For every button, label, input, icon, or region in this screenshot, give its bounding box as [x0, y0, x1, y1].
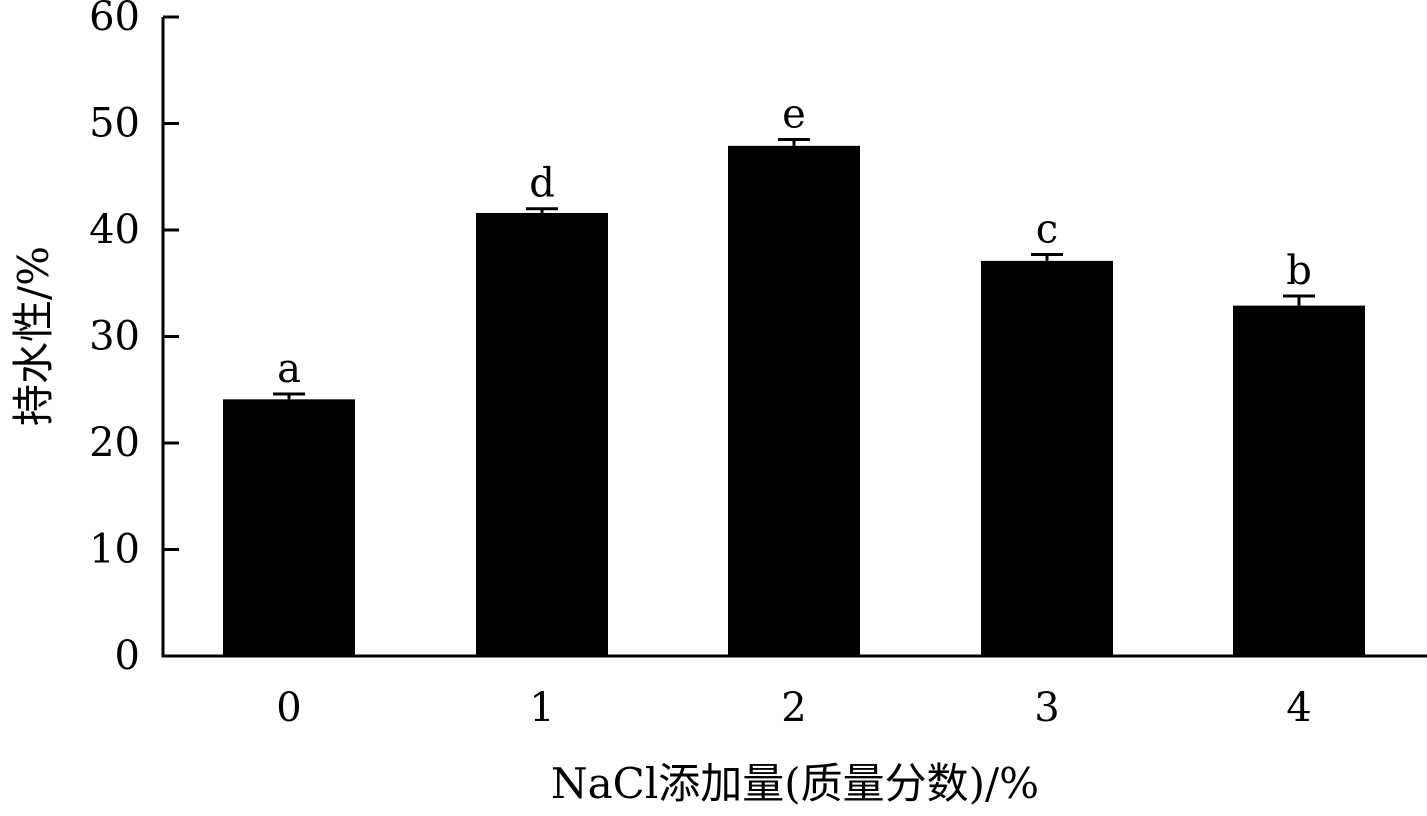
x-tick-label-3: 3 [1034, 685, 1059, 731]
error-bar-1 [526, 207, 558, 213]
bar-2 [728, 145, 860, 657]
y-tick-label-0: 0 [115, 633, 140, 679]
significance-label-2: e [782, 91, 806, 137]
y-axis-title: 持水性/% [9, 246, 58, 426]
bar-0 [223, 399, 355, 656]
bar-3 [981, 260, 1113, 656]
significance-label-4: b [1286, 248, 1312, 294]
y-tick-label-30: 30 [89, 314, 140, 360]
significance-label-3: c [1036, 206, 1058, 252]
x-tick-label-0: 0 [276, 685, 301, 731]
x-axis-title: NaCl添加量(质量分数)/% [551, 759, 1039, 808]
error-bar-0 [273, 392, 305, 400]
x-tick-label-1: 1 [529, 685, 554, 731]
x-tick-label-4: 4 [1286, 685, 1311, 731]
x-tick-label-2: 2 [781, 685, 806, 731]
significance-label-0: a [277, 346, 301, 392]
y-tick-label-60: 60 [89, 0, 140, 40]
y-tick-label-20: 20 [89, 420, 140, 466]
error-bar-3 [1031, 252, 1063, 261]
bar-4 [1233, 305, 1365, 656]
significance-label-1: d [529, 161, 555, 207]
y-tick-label-40: 40 [89, 207, 140, 253]
error-bar-4 [1283, 294, 1315, 306]
y-tick-label-50: 50 [89, 101, 140, 147]
error-bar-2 [778, 137, 810, 146]
bar-1 [476, 212, 608, 656]
y-tick-label-10: 10 [89, 527, 140, 573]
